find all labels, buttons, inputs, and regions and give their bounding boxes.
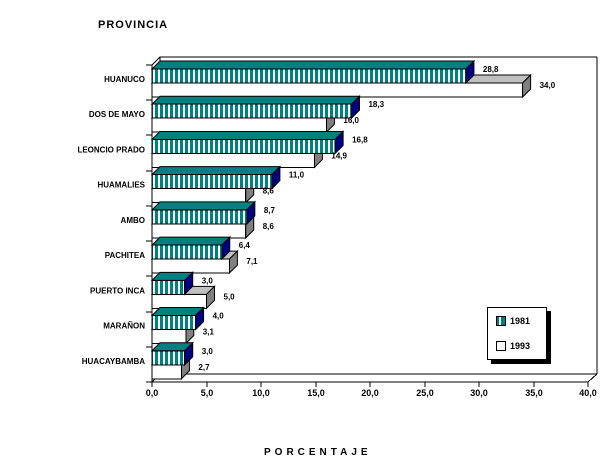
bar-1981-top-pachitea (150, 236, 231, 246)
bar-1993-huamalies (151, 188, 247, 204)
value-label-1993-puerto-inca: 5,0 (224, 292, 236, 301)
bar-1993-huanuco (151, 82, 524, 98)
bar-1981-maranon (151, 315, 197, 331)
x-tick-label: 0,0 (146, 388, 159, 398)
bar-1981-leoncio-prado (151, 138, 336, 154)
bar-1993-pachitea (151, 258, 230, 274)
value-label-1993-huanuco: 34,0 (540, 81, 556, 90)
value-label-1981-huamalies: 11,0 (289, 171, 305, 180)
value-label-1993-pachitea: 7,1 (246, 257, 258, 266)
bar-1981-huanuco (151, 68, 467, 84)
x-tick-label: 5,0 (201, 388, 214, 398)
bar-1993-puerto-inca (151, 293, 207, 309)
bar-1981-top-huanuco (150, 60, 476, 70)
value-label-1981-maranon: 4,0 (213, 312, 225, 321)
value-label-1993-huacaybamba: 2,7 (198, 363, 210, 372)
value-label-1981-puerto-inca: 3,0 (202, 276, 214, 285)
bar-1993-ambo (151, 223, 247, 239)
bar-1981-ambo (151, 209, 248, 225)
category-label-dos-de-mayo: DOS DE MAYO (89, 110, 145, 119)
category-label-ambo: AMBO (121, 216, 145, 225)
value-label-1981-pachitea: 6,4 (239, 241, 251, 250)
legend-label-1981: 1981 (510, 316, 531, 326)
category-label-pachitea: PACHITEA (105, 251, 146, 260)
bar-1981-top-maranon (150, 307, 205, 317)
category-label-leoncio-prado: LEONCIO PRADO (77, 145, 145, 154)
bar-1981-huamalies (151, 174, 273, 190)
category-label-puerto-inca: PUERTO INCA (90, 286, 145, 295)
category-label-huanuco: HUANUCO (104, 75, 145, 84)
legend-swatch-1981-icon (496, 316, 506, 326)
corner-bottom-right (587, 373, 598, 383)
corner-top-left (151, 56, 161, 66)
x-tick-label: 40,0 (579, 388, 597, 398)
bar-1981-top-huamalies (150, 166, 282, 176)
bar-1993-leoncio-prado (151, 152, 315, 168)
bar-1981-huacaybamba (151, 350, 186, 366)
legend-label-1993: 1993 (510, 341, 531, 351)
value-label-1981-huanuco: 28,8 (483, 65, 499, 74)
bar-1981-top-ambo (150, 201, 257, 211)
bar-1981-top-dos-de-mayo (150, 95, 361, 105)
bar-1993-huacaybamba (151, 364, 182, 380)
legend-item-1981: 1981 (496, 316, 546, 326)
legend-item-1993: 1993 (496, 341, 546, 351)
x-tick-label: 30,0 (470, 388, 488, 398)
value-label-1993-huamalies: 8,6 (263, 187, 275, 196)
bar-1993-dos-de-mayo (151, 117, 327, 133)
x-tick-label: 25,0 (416, 388, 434, 398)
value-label-1993-dos-de-mayo: 16,0 (343, 116, 359, 125)
legend-swatch-1993-icon (496, 341, 506, 351)
bar-1981-puerto-inca (151, 279, 186, 295)
category-label-huamalies: HUAMALIES (97, 181, 145, 190)
value-label-1981-dos-de-mayo: 18,3 (368, 100, 384, 109)
x-tick-label: 15,0 (307, 388, 325, 398)
category-label-maranon: MARAÑON (103, 322, 145, 331)
bar-1981-dos-de-mayo (151, 103, 352, 119)
x-tick-label: 10,0 (252, 388, 270, 398)
bar-1981-top-leoncio-prado (150, 130, 345, 140)
value-label-1993-maranon: 3,1 (203, 328, 215, 337)
value-label-1981-huacaybamba: 3,0 (202, 347, 214, 356)
value-label-1993-ambo: 8,6 (263, 222, 275, 231)
category-label-huacaybamba: HUACAYBAMBA (82, 357, 145, 366)
bar-1993-maranon (151, 329, 187, 345)
x-tick-label: 35,0 (525, 388, 543, 398)
x-axis-title: PORCENTAJE (264, 447, 372, 458)
legend: 1981 1993 (487, 307, 547, 360)
value-label-1981-leoncio-prado: 16,8 (352, 135, 368, 144)
bar-1981-pachitea (151, 244, 223, 260)
value-label-1993-leoncio-prado: 14,9 (331, 151, 347, 160)
y-axis-title: PROVINCIA (98, 19, 169, 31)
value-label-1981-ambo: 8,7 (264, 206, 276, 215)
x-tick-label: 20,0 (361, 388, 379, 398)
